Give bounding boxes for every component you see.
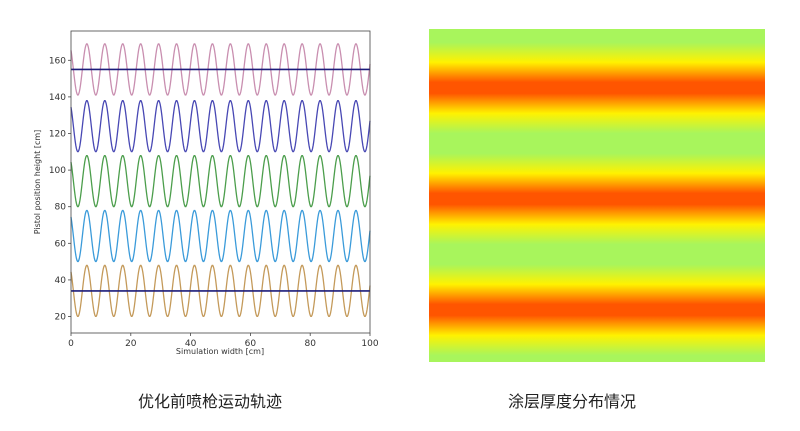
plot-frame <box>70 30 371 334</box>
y-axis-label: Pistol position height [cm] <box>33 130 42 235</box>
x-tick-label: 100 <box>361 339 378 349</box>
sine-trajectory-3 <box>70 209 371 263</box>
y-tick-label: 140 <box>49 93 66 103</box>
y-tick-label: 120 <box>49 129 66 139</box>
right-caption: 涂层厚度分布情况 <box>507 392 636 411</box>
x-tick-label: 20 <box>125 339 137 349</box>
y-tick-label: 40 <box>55 276 67 286</box>
sine-trajectory-4 <box>70 264 371 318</box>
x-axis-label: Simulation width [cm] <box>176 347 264 356</box>
x-tick-label: 0 <box>68 339 74 349</box>
axis-ticks: 0 20 40 60 80 100 20 40 60 80 100 120 140 160 <box>49 56 379 349</box>
x-tick-label: 60 <box>245 339 257 349</box>
x-tick-label: 80 <box>304 339 316 349</box>
coating-thickness-heatmap <box>429 29 765 362</box>
left-caption: 优化前喷枪运动轨迹 <box>137 392 282 411</box>
x-tick-label: 40 <box>185 339 197 349</box>
y-tick-label: 160 <box>49 56 66 66</box>
y-tick-label: 60 <box>55 239 67 249</box>
sine-trajectory-2 <box>70 154 371 208</box>
y-tick-label: 100 <box>49 166 66 176</box>
sine-trajectory-1 <box>70 100 371 153</box>
y-tick-label: 80 <box>55 203 67 213</box>
chart-marks <box>70 43 371 318</box>
y-tick-label: 20 <box>55 313 67 323</box>
sine-trajectory-0 <box>70 43 371 96</box>
